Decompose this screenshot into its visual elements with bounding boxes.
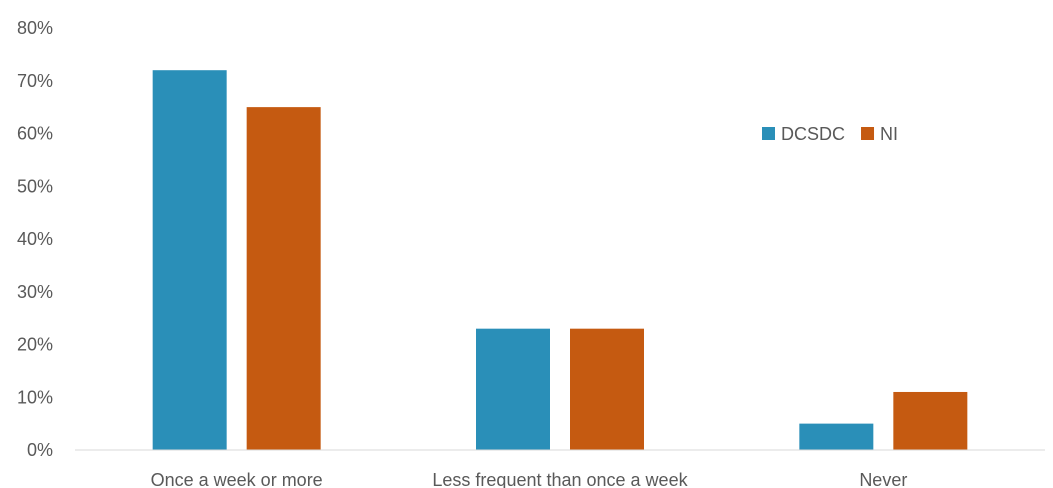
y-tick-label: 80%: [17, 18, 53, 38]
legend-swatch-ni: [861, 127, 875, 140]
y-tick-label: 40%: [17, 229, 53, 249]
y-tick-label: 50%: [17, 176, 53, 196]
legend-label-ni: NI: [880, 124, 898, 144]
y-axis-ticks: 0% 10% 20% 30% 40% 50% 60% 70% 80%: [17, 18, 53, 460]
y-tick-label: 70%: [17, 71, 53, 91]
y-tick-label: 30%: [17, 282, 53, 302]
bar-ni-3: [893, 391, 968, 450]
legend: DCSDC NI: [762, 124, 898, 144]
bar-dcsdc-3: [799, 423, 874, 450]
legend-label-dcsdc: DCSDC: [781, 124, 845, 144]
y-tick-label: 60%: [17, 124, 53, 144]
legend-swatch-dcsdc: [762, 127, 775, 140]
bar-dcsdc-1: [152, 70, 227, 450]
x-axis-labels: Once a week or more Less frequent than on…: [151, 470, 908, 488]
bar-ni-1: [246, 107, 321, 450]
y-tick-label: 10%: [17, 387, 53, 407]
bar-dcsdc-2: [476, 328, 550, 450]
x-category-label: Never: [859, 470, 907, 488]
x-category-label: Less frequent than once a week: [432, 470, 688, 488]
y-tick-label: 0%: [27, 440, 53, 460]
y-tick-label: 20%: [17, 335, 53, 355]
x-category-label: Once a week or more: [151, 470, 323, 488]
bars: [152, 70, 968, 450]
bar-ni-2: [570, 328, 644, 450]
